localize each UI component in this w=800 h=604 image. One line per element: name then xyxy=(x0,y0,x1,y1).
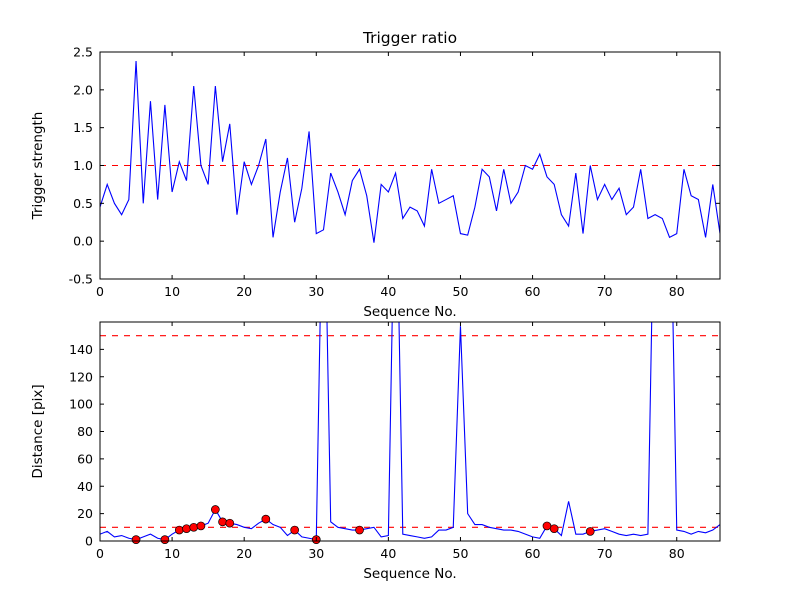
event-marker xyxy=(585,527,595,536)
x-tick-label: 70 xyxy=(597,546,613,561)
y-tick-label: 80 xyxy=(77,424,93,439)
y-axis-label: Distance [pix] xyxy=(30,384,46,478)
x-tick-label: 40 xyxy=(380,284,396,299)
x-tick-label: 50 xyxy=(453,284,469,299)
y-tick-label: 2.0 xyxy=(73,82,93,97)
y-tick-label: 60 xyxy=(77,451,93,466)
x-tick-label: 10 xyxy=(164,546,180,561)
x-axis-label: Sequence No. xyxy=(363,304,456,320)
x-tick-label: 60 xyxy=(525,284,541,299)
y-tick-label: 0.5 xyxy=(73,196,93,211)
event-marker xyxy=(210,505,220,514)
y-tick-label: -0.5 xyxy=(69,272,93,287)
x-axis-label: Sequence No. xyxy=(363,566,456,582)
y-tick-label: 1.0 xyxy=(73,158,93,173)
y-tick-label: 140 xyxy=(69,342,93,357)
y-tick-label: 0 xyxy=(85,534,93,549)
event-marker xyxy=(196,521,206,531)
x-tick-label: 30 xyxy=(308,284,324,299)
axes-background xyxy=(100,52,720,279)
x-tick-label: 0 xyxy=(96,284,104,299)
x-tick-label: 20 xyxy=(236,284,252,299)
event-marker xyxy=(189,522,199,532)
y-tick-label: 40 xyxy=(77,479,93,494)
x-tick-label: 30 xyxy=(308,546,324,561)
event-marker xyxy=(174,525,184,535)
y-tick-label: 0.0 xyxy=(73,234,93,249)
event-marker xyxy=(290,525,300,535)
x-tick-label: 80 xyxy=(669,546,685,561)
x-tick-label: 20 xyxy=(236,546,252,561)
event-marker xyxy=(549,524,559,534)
x-tick-label: 10 xyxy=(164,284,180,299)
event-marker xyxy=(225,518,235,528)
bottom-subplot: 0 10 20 30 40 50 60 70 80 0 20 40 60 80 100 120 140 Seque… xyxy=(30,321,721,582)
x-tick-label: 0 xyxy=(96,546,104,561)
y-tick-label: 2.5 xyxy=(73,45,93,60)
x-tick-label: 50 xyxy=(453,546,469,561)
event-marker xyxy=(218,517,227,527)
y-tick-label: 100 xyxy=(69,397,93,412)
x-tick-label: 70 xyxy=(597,284,613,299)
event-marker xyxy=(542,521,552,531)
y-tick-label: 1.5 xyxy=(73,120,93,135)
event-marker xyxy=(355,525,364,535)
x-tick-label: 60 xyxy=(525,546,541,561)
x-tick-label: 80 xyxy=(669,284,685,299)
y-axis-label: Trigger strength xyxy=(30,112,46,221)
y-tick-label: 120 xyxy=(69,369,93,384)
axes-background xyxy=(100,322,720,541)
event-marker xyxy=(160,535,170,544)
event-marker xyxy=(261,514,271,524)
chart-title: Trigger ratio xyxy=(362,29,457,47)
event-marker xyxy=(131,535,141,544)
data-line xyxy=(100,61,720,243)
x-tick-label: 40 xyxy=(380,546,396,561)
y-tick-label: 20 xyxy=(77,506,93,521)
event-marker xyxy=(182,524,191,534)
top-subplot: 0 10 20 30 40 50 60 70 80 -0.5 0.0 0.5 1.0 1.5 2.0 2.5 S… xyxy=(30,29,721,320)
